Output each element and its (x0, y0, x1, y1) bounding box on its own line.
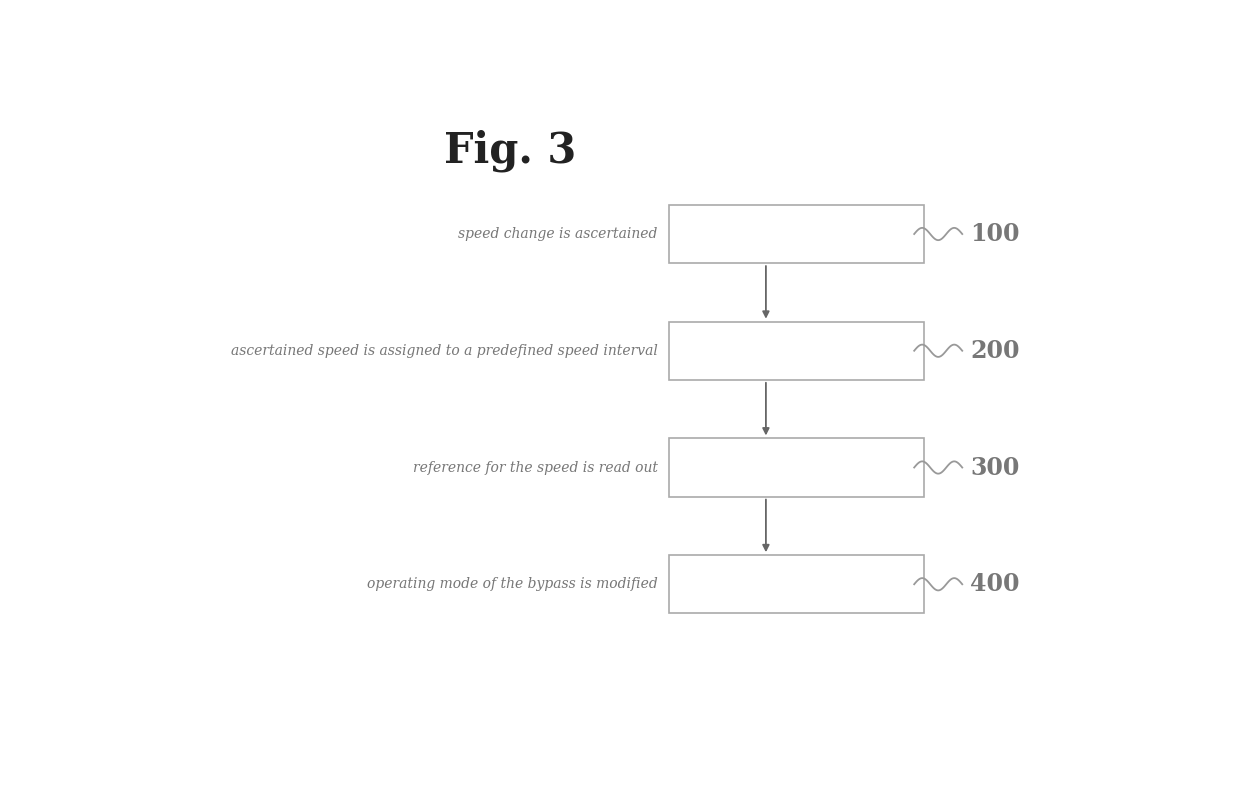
Text: Fig. 3: Fig. 3 (444, 130, 577, 172)
Text: 300: 300 (970, 456, 1019, 480)
Bar (670, 438, 924, 496)
Text: speed change is ascertained: speed change is ascertained (459, 227, 657, 241)
Text: 100: 100 (970, 222, 1019, 246)
Text: operating mode of the bypass is modified: operating mode of the bypass is modified (367, 577, 657, 591)
Text: ascertained speed is assigned to a predefined speed interval: ascertained speed is assigned to a prede… (231, 344, 657, 358)
Bar (670, 555, 924, 614)
Bar (670, 205, 924, 263)
Text: 200: 200 (970, 339, 1019, 363)
Text: reference for the speed is read out: reference for the speed is read out (413, 460, 657, 475)
Text: 400: 400 (970, 572, 1019, 596)
Bar (670, 322, 924, 380)
